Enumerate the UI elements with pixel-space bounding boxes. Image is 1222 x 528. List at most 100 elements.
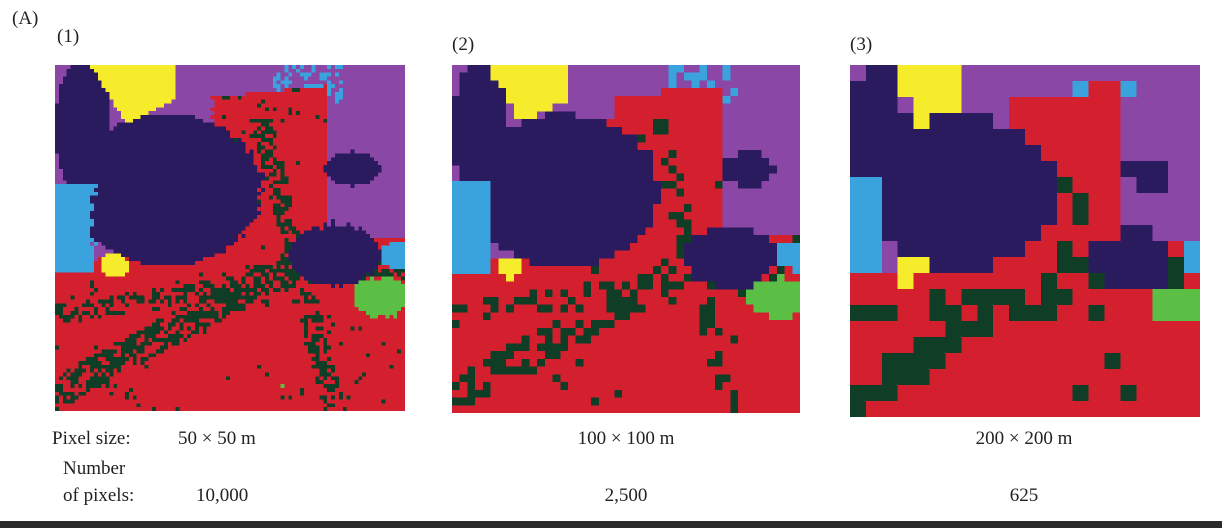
map-pixel [268, 261, 274, 266]
map-pixel [171, 111, 177, 116]
map-pixel [311, 157, 317, 162]
map-pixel [214, 138, 219, 143]
map-pixel [222, 195, 227, 201]
map-pixel [140, 141, 146, 147]
map-pixel [358, 257, 363, 262]
map-pixel [327, 191, 332, 197]
map-pixel [210, 141, 216, 147]
map-pixel [101, 176, 107, 181]
map-pixel [393, 238, 398, 243]
map-pixel [230, 261, 235, 266]
map-pixel [292, 191, 297, 197]
map-pixel [214, 253, 219, 258]
map-pixel [253, 238, 258, 243]
map-pixel [222, 145, 227, 151]
map-pixel [198, 141, 204, 147]
map-pixel [292, 161, 297, 166]
map-pixel [230, 118, 235, 124]
map-pixel [121, 95, 126, 101]
map-pixel [144, 68, 149, 74]
map-pixel [354, 134, 359, 139]
map-pixel [222, 207, 227, 212]
map-pixel [327, 211, 332, 216]
map-pixel [62, 76, 68, 81]
map-pixel [385, 176, 391, 181]
map-pixel [132, 272, 138, 278]
map-pixel [62, 80, 68, 85]
map-pixel [366, 76, 371, 81]
map-pixel [346, 234, 352, 239]
map-pixel [261, 107, 266, 112]
map-pixel [206, 199, 212, 204]
map-pixel [70, 138, 76, 143]
map-pixel [257, 99, 262, 105]
map-pixel [272, 168, 278, 174]
map-pixel [171, 145, 177, 151]
map-pixel [284, 230, 289, 235]
map-pixel [358, 68, 363, 74]
map-pixel [62, 195, 68, 201]
map-pixel [105, 72, 111, 78]
map-pixel [214, 164, 219, 170]
map-pixel [233, 203, 239, 208]
map-pixel [97, 134, 103, 139]
map-pixel [315, 207, 321, 212]
map-pixel [78, 249, 83, 254]
map-pixel [230, 141, 235, 147]
map-pixel [183, 122, 188, 128]
map-pixel [78, 272, 83, 278]
map-pixel [113, 261, 118, 266]
map-pixel [66, 103, 72, 108]
map-pixel [300, 191, 305, 197]
map-pixel [377, 184, 383, 189]
map-pixel [55, 234, 60, 239]
map-pixel [109, 111, 114, 116]
map-pixel [206, 180, 212, 185]
map-pixel [86, 80, 91, 85]
map-pixel [198, 238, 204, 243]
map-pixel [218, 230, 223, 235]
map-pixel [389, 203, 394, 208]
map-pixel [167, 245, 173, 251]
map-pixel [307, 161, 313, 166]
map-pixel [241, 95, 247, 101]
map-pixel [373, 80, 379, 85]
map-pixel [132, 149, 138, 155]
map-pixel [171, 72, 177, 78]
map-pixel [319, 238, 324, 243]
map-pixel [296, 157, 301, 162]
map-pixel [132, 134, 138, 139]
map-pixel [206, 65, 212, 70]
map-pixel [331, 199, 336, 204]
map-pixel [335, 264, 340, 270]
map-pixel [393, 149, 398, 155]
map-pixel [389, 126, 394, 131]
map-pixel [148, 257, 153, 262]
map-pixel [202, 118, 208, 124]
map-pixel [152, 180, 157, 185]
map-pixel [311, 264, 317, 270]
map-pixel [253, 226, 258, 231]
map-pixel [249, 76, 254, 81]
map-pixel [163, 65, 169, 70]
map-pixel [125, 203, 130, 208]
map-pixel [358, 241, 363, 247]
map-pixel [397, 199, 402, 204]
map-pixel [249, 261, 254, 266]
map-pixel [132, 230, 138, 235]
map-pixel [148, 180, 153, 185]
map-pixel [315, 249, 321, 254]
map-pixel [86, 226, 91, 231]
map-pixel [272, 68, 278, 74]
map-pixel [195, 230, 200, 235]
map-pixel [144, 153, 149, 158]
map-pixel [253, 272, 258, 278]
map-pixel [167, 65, 173, 70]
map-pixel [265, 168, 270, 174]
map-pixel [319, 176, 324, 181]
map-pixel [377, 191, 383, 197]
map-pixel [253, 130, 258, 135]
map-pixel [331, 191, 336, 197]
map-pixel [354, 149, 359, 155]
map-pixel [210, 218, 216, 224]
